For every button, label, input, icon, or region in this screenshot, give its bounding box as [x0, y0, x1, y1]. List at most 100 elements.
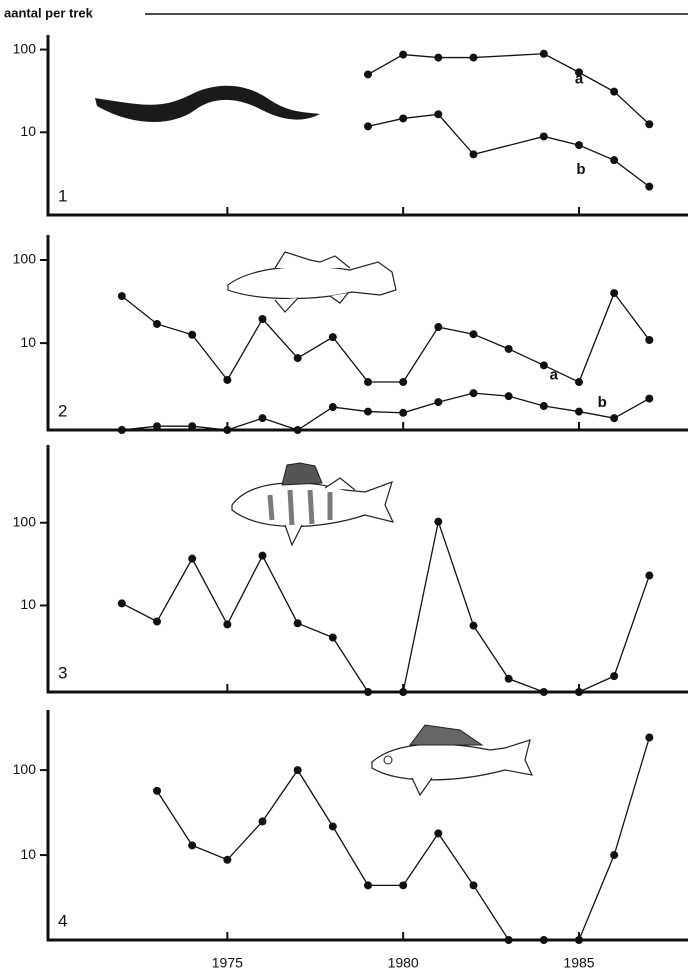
- series-label: b: [576, 161, 585, 178]
- data-point: [434, 323, 443, 332]
- data-point: [223, 375, 232, 384]
- data-point: [153, 422, 162, 431]
- series-line: [367, 113, 650, 188]
- data-point: [610, 851, 619, 860]
- data-point: [434, 53, 443, 62]
- data-point: [574, 378, 583, 387]
- data-point: [434, 517, 443, 526]
- data-point: [188, 422, 197, 431]
- data-point: [469, 621, 478, 630]
- pikeperch-illustration: [227, 251, 397, 313]
- series-label: a: [575, 70, 584, 87]
- data-point: [434, 398, 443, 407]
- data-point: [645, 733, 654, 742]
- data-point: [117, 426, 126, 434]
- data-point: [539, 688, 548, 696]
- data-point: [469, 53, 478, 62]
- data-point: [223, 855, 232, 864]
- data-point: [645, 571, 654, 580]
- y-tick-label: 10: [20, 596, 36, 612]
- data-point: [574, 141, 583, 150]
- eel-illustration: [95, 85, 320, 122]
- series-line: [367, 53, 650, 125]
- data-point: [399, 881, 408, 890]
- ruffe-illustration: [371, 724, 534, 797]
- data-point: [293, 426, 302, 434]
- data-point: [539, 936, 548, 944]
- data-point: [364, 881, 372, 890]
- data-point: [504, 936, 513, 944]
- data-point: [188, 330, 197, 339]
- y-tick-label: 10: [20, 334, 36, 350]
- data-point: [645, 182, 654, 191]
- data-point: [258, 551, 267, 560]
- data-point: [153, 319, 162, 328]
- x-tick-label: 1985: [563, 955, 594, 971]
- y-tick-label: 100: [13, 761, 37, 777]
- data-point: [364, 122, 372, 131]
- data-point: [610, 156, 619, 165]
- series-label: b: [598, 394, 607, 411]
- data-point: [610, 414, 619, 423]
- data-point: [469, 150, 478, 159]
- data-point: [258, 817, 267, 826]
- series-line: [121, 291, 650, 383]
- series-label: a: [550, 366, 559, 383]
- perch-illustration: [231, 462, 395, 547]
- data-point: [610, 87, 619, 96]
- data-point: [469, 330, 478, 339]
- panel-label: 1: [58, 186, 67, 205]
- data-point: [645, 394, 654, 403]
- data-point: [153, 617, 162, 626]
- data-point: [504, 344, 513, 353]
- y-tick-label: 100: [13, 40, 37, 56]
- data-point: [539, 132, 548, 141]
- panel-label: 4: [58, 911, 67, 930]
- data-point: [188, 841, 197, 850]
- data-point: [328, 822, 337, 831]
- data-point: [399, 114, 408, 123]
- data-point: [293, 354, 302, 363]
- data-point: [328, 333, 337, 342]
- x-tick-label: 1975: [212, 955, 243, 971]
- data-point: [293, 619, 302, 628]
- series-line: [121, 392, 650, 431]
- y-tick-label: 10: [20, 123, 36, 139]
- y-tick-label: 10: [20, 846, 36, 862]
- data-point: [539, 361, 548, 370]
- data-point: [223, 426, 232, 434]
- data-point: [469, 389, 478, 398]
- data-point: [399, 408, 408, 417]
- panel-label: 2: [58, 401, 67, 420]
- data-point: [293, 766, 302, 775]
- data-point: [434, 829, 443, 838]
- data-point: [574, 68, 583, 77]
- data-point: [364, 688, 372, 696]
- chart-title: aantal per trek: [4, 5, 94, 20]
- panel-label: 3: [58, 663, 67, 682]
- data-point: [364, 378, 372, 387]
- series-line: [121, 519, 650, 693]
- data-point: [574, 407, 583, 416]
- data-point: [469, 881, 478, 890]
- y-tick-label: 100: [13, 513, 37, 529]
- data-point: [574, 688, 583, 696]
- data-point: [153, 786, 162, 795]
- data-point: [539, 402, 548, 411]
- data-point: [223, 620, 232, 629]
- data-point: [258, 414, 267, 423]
- data-point: [504, 674, 513, 683]
- data-point: [539, 49, 548, 58]
- data-point: [364, 70, 372, 79]
- x-tick-label: 1980: [388, 955, 419, 971]
- data-point: [258, 315, 267, 324]
- data-point: [645, 335, 654, 344]
- data-point: [610, 289, 619, 298]
- data-point: [328, 403, 337, 412]
- data-point: [574, 936, 583, 944]
- data-point: [399, 50, 408, 59]
- data-point: [504, 392, 513, 401]
- data-point: [328, 633, 337, 642]
- data-point: [117, 599, 126, 608]
